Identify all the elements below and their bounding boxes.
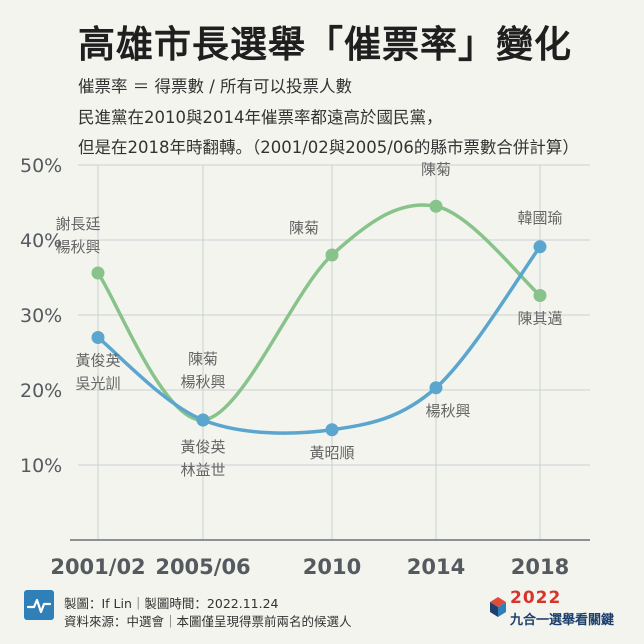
candidate-label: 黃昭順 [309, 444, 354, 462]
candidate-label: 楊秋興 [55, 238, 100, 256]
x-tick-label: 2005/06 [155, 555, 250, 579]
credit-line: 製圖：If Lin｜製圖時間：2022.11.24 [64, 596, 279, 611]
data-point-green [91, 266, 105, 280]
candidate-label: 黃俊英 [75, 352, 120, 370]
candidate-label: 楊秋興 [425, 402, 470, 420]
candidate-label: 陳其邁 [517, 310, 562, 328]
data-point-blue [533, 240, 547, 254]
x-tick-label: 2001/02 [50, 555, 145, 579]
y-tick-label: 50% [20, 155, 62, 177]
data-point-green [429, 199, 443, 213]
data-point-green [533, 289, 547, 302]
candidate-label: 韓國瑜 [517, 209, 562, 227]
x-tick-label: 2018 [511, 555, 569, 579]
x-tick-label: 2010 [303, 555, 361, 579]
data-point-blue [196, 413, 210, 427]
candidate-label: 林益世 [180, 461, 225, 479]
x-tick-label: 2014 [407, 555, 465, 579]
brand-name: 九合一選舉看關鍵 [510, 613, 615, 628]
candidate-label: 楊秋興 [180, 373, 225, 391]
brand-year: 2022 [510, 588, 562, 608]
data-point-blue [325, 423, 339, 437]
y-tick-label: 30% [20, 305, 62, 327]
y-tick-label: 20% [20, 380, 62, 402]
y-tick-label: 40% [20, 230, 62, 252]
candidate-label: 黃俊英 [180, 438, 225, 456]
subtitle-line-3: 但是在2018年時翻轉。（2001/02與2005/06的縣市票數合併計算） [78, 138, 579, 157]
data-point-green [325, 248, 339, 262]
source-line: 資料來源：中選會｜本圖僅呈現得票前兩名的候選人 [64, 614, 352, 629]
candidate-label: 謝長廷 [55, 215, 100, 233]
candidate-label: 吳光訓 [75, 375, 120, 393]
data-point-blue [91, 331, 105, 344]
ballot-box-icon [488, 592, 508, 622]
pulse-logo-icon [24, 590, 54, 620]
chart-title: 高雄市長選舉「催票率」變化 [78, 23, 572, 66]
turnout-line-chart: 10% 20% 30% 40% 50% 2001/02 2005/06 2010 2014 201… [20, 155, 590, 579]
subtitle-line-2: 民進黨在2010與2014年催票率都遠高於國民黨， [78, 108, 443, 127]
subtitle-formula: 催票率 ＝ 得票數 / 所有可以投票人數 [78, 77, 353, 96]
series-line-green [96, 203, 542, 422]
y-tick-label: 10% [20, 455, 62, 477]
candidate-label: 陳菊 [188, 350, 218, 368]
candidate-label: 陳菊 [289, 219, 319, 237]
series-line-blue [96, 245, 542, 435]
candidate-label: 陳菊 [421, 160, 451, 178]
data-point-blue [429, 381, 443, 395]
